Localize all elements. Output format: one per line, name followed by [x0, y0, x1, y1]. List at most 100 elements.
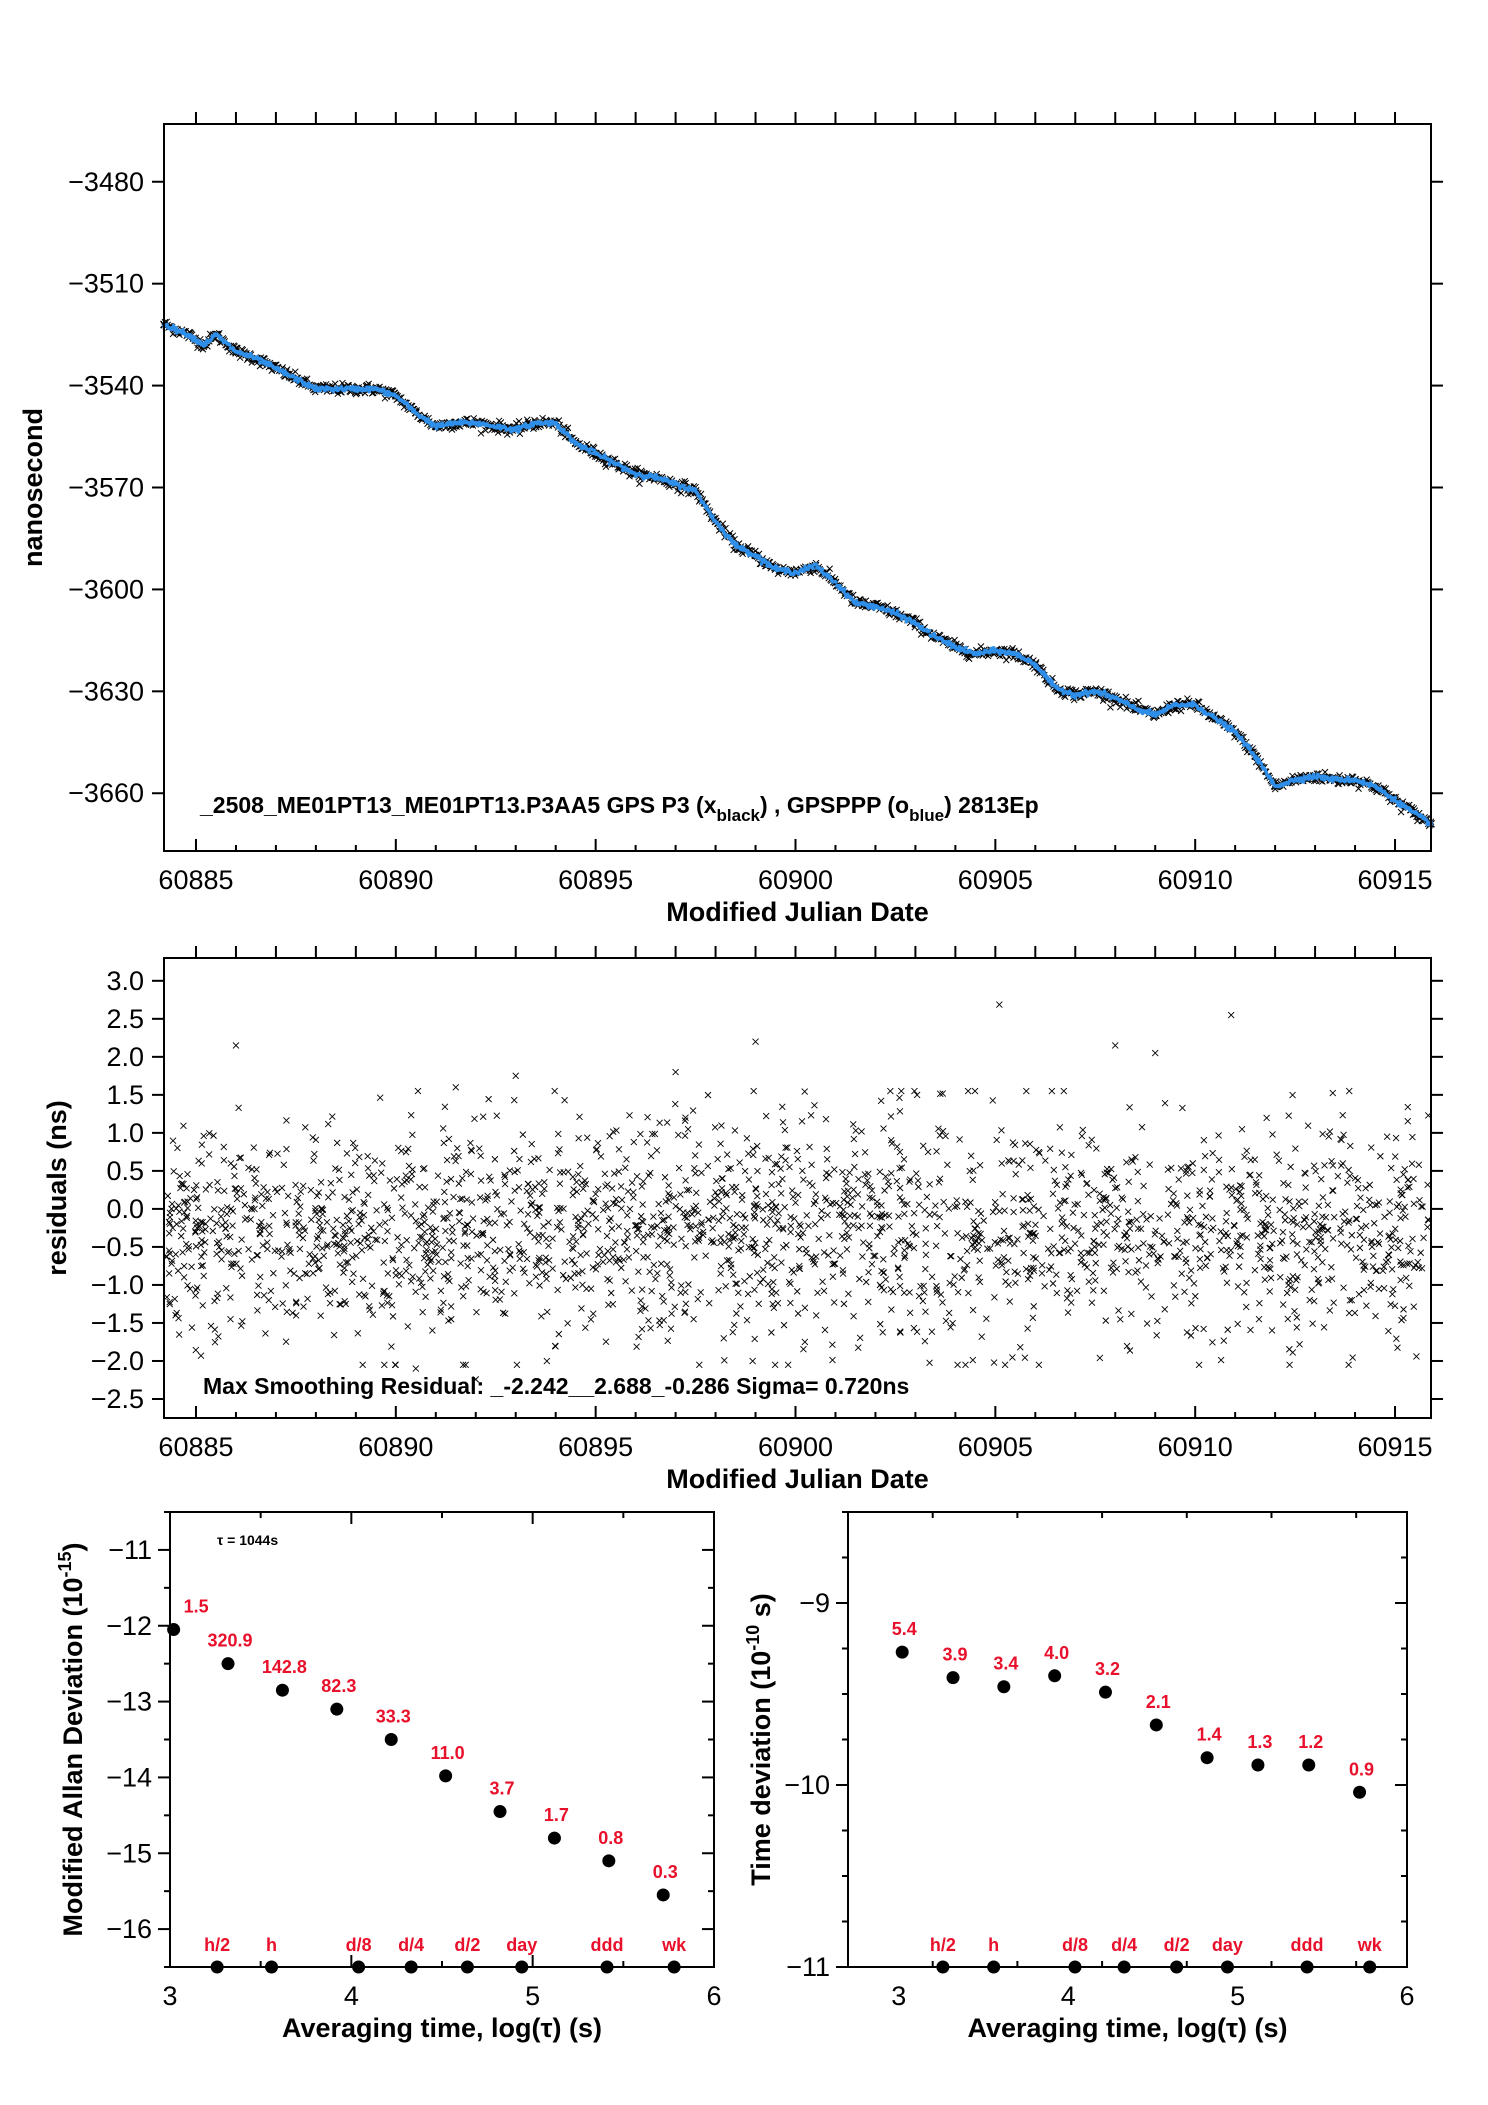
- gps-p3-point: [826, 565, 834, 573]
- gpsppp-point: [193, 336, 197, 340]
- gps-p3-point: [477, 429, 485, 437]
- residual-point: [850, 1312, 857, 1320]
- residual-point: [754, 1167, 761, 1175]
- residual-point: [494, 1205, 501, 1213]
- residual-point: [1027, 1164, 1034, 1172]
- residual-point: [1052, 1271, 1060, 1279]
- residual-point: [675, 1164, 683, 1172]
- residual-point: [617, 1264, 625, 1272]
- residual-point: [966, 1167, 974, 1175]
- residual-point: [407, 1212, 415, 1219]
- residual-point: [450, 1237, 458, 1245]
- timeseries-x-tick-label: 60885: [158, 865, 233, 895]
- residual-point: [989, 1097, 997, 1104]
- residual-point: [1266, 1288, 1274, 1295]
- residual-point: [831, 1166, 838, 1173]
- residual-point: [1096, 1197, 1104, 1205]
- residual-point: [409, 1166, 416, 1173]
- residual-point: [1360, 1236, 1368, 1244]
- residual-point: [231, 1250, 238, 1258]
- residual-point: [829, 1341, 836, 1349]
- residual-point: [1365, 1196, 1373, 1204]
- residual-point: [839, 1266, 847, 1274]
- residual-point: [1286, 1275, 1294, 1283]
- residual-point: [542, 1254, 550, 1261]
- residual-point: [570, 1186, 577, 1193]
- gpsppp-point: [458, 418, 463, 423]
- residual-point: [672, 1202, 680, 1210]
- residual-point: [1345, 1087, 1353, 1095]
- residual-point: [460, 1242, 467, 1249]
- residual-point: [1393, 1176, 1400, 1184]
- residual-point: [1064, 1309, 1072, 1316]
- residual-point: [945, 1309, 953, 1317]
- residual-point: [320, 1252, 328, 1260]
- residual-point: [1286, 1361, 1293, 1369]
- gpsppp-point: [1045, 675, 1050, 679]
- residual-point: [220, 1187, 228, 1195]
- gpsppp-point: [1223, 722, 1228, 726]
- residual-point: [1113, 1204, 1120, 1212]
- residual-point: [1343, 1241, 1351, 1249]
- residual-point: [1263, 1114, 1270, 1122]
- residual-point: [179, 1225, 187, 1232]
- residual-point: [951, 1273, 959, 1280]
- residual-point: [439, 1125, 447, 1132]
- annotation-middle: ) , GPSPPP (o: [760, 792, 909, 818]
- residual-point: [429, 1267, 437, 1275]
- residual-point: [746, 1272, 754, 1280]
- gpsppp-point: [758, 554, 762, 559]
- residual-point: [278, 1184, 286, 1192]
- residual-point: [312, 1136, 320, 1144]
- residual-point: [218, 1256, 225, 1263]
- residual-point: [389, 1313, 397, 1320]
- gpsppp-point: [927, 628, 932, 633]
- residual-point: [359, 1275, 367, 1283]
- residual-point: [1340, 1284, 1347, 1291]
- residual-point: [364, 1152, 372, 1160]
- residual-point: [317, 1179, 325, 1186]
- residual-point: [200, 1249, 208, 1256]
- residual-point: [235, 1247, 242, 1255]
- residual-point: [409, 1131, 416, 1139]
- residual-point: [1328, 1263, 1335, 1271]
- residual-point: [572, 1284, 579, 1291]
- residual-point: [815, 1235, 823, 1243]
- residual-point: [493, 1112, 501, 1120]
- residual-point: [440, 1188, 448, 1196]
- residual-point: [879, 1256, 887, 1263]
- residual-point: [605, 1301, 612, 1309]
- residual-point: [241, 1216, 249, 1223]
- residual-point: [786, 1163, 793, 1171]
- residual-point: [721, 1357, 728, 1364]
- residual-point: [347, 1171, 355, 1179]
- residual-point: [891, 1244, 898, 1252]
- residual-point: [485, 1095, 492, 1103]
- residual-point: [858, 1128, 865, 1135]
- residual-point: [926, 1180, 933, 1188]
- residual-point: [1012, 1170, 1020, 1178]
- residual-point: [1107, 1165, 1115, 1173]
- residual-point: [717, 1140, 724, 1148]
- residual-point: [887, 1087, 894, 1095]
- residual-point: [766, 1215, 774, 1222]
- residual-point: [690, 1315, 697, 1323]
- residual-point: [571, 1260, 579, 1268]
- residual-point: [457, 1260, 464, 1267]
- residual-point: [740, 1231, 748, 1238]
- residual-point: [222, 1284, 230, 1292]
- timeseries-x-axis-title: Modified Julian Date: [666, 897, 929, 927]
- residual-point: [947, 1252, 955, 1260]
- residual-point: [185, 1242, 193, 1250]
- residual-point: [409, 1273, 417, 1281]
- residual-point: [1165, 1239, 1173, 1247]
- residual-point: [1279, 1301, 1287, 1308]
- residual-point: [656, 1321, 664, 1329]
- residual-point: [596, 1245, 604, 1253]
- residual-point: [1420, 1234, 1427, 1242]
- residual-point: [1100, 1241, 1107, 1249]
- residual-point: [556, 1180, 564, 1188]
- residual-point: [635, 1268, 642, 1276]
- residual-point: [1375, 1285, 1383, 1293]
- residual-point: [1038, 1261, 1046, 1269]
